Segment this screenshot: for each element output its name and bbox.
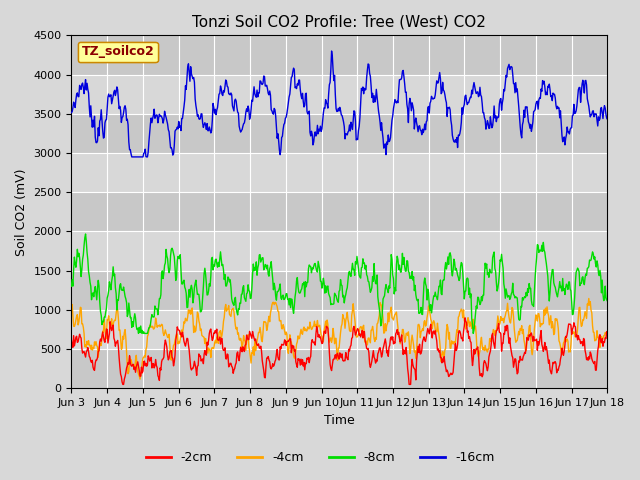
Bar	[72, 310, 607, 349]
X-axis label: Time: Time	[324, 414, 355, 427]
Bar	[72, 349, 607, 388]
Bar	[72, 231, 607, 271]
Bar	[72, 192, 607, 231]
Bar	[72, 153, 607, 192]
Legend: TZ_soilco2: TZ_soilco2	[77, 42, 158, 62]
Bar	[72, 36, 607, 74]
Legend: -2cm, -4cm, -8cm, -16cm: -2cm, -4cm, -8cm, -16cm	[141, 446, 499, 469]
Bar	[72, 114, 607, 153]
Title: Tonzi Soil CO2 Profile: Tree (West) CO2: Tonzi Soil CO2 Profile: Tree (West) CO2	[193, 15, 486, 30]
Y-axis label: Soil CO2 (mV): Soil CO2 (mV)	[15, 168, 28, 255]
Bar	[72, 271, 607, 310]
Bar	[72, 74, 607, 114]
